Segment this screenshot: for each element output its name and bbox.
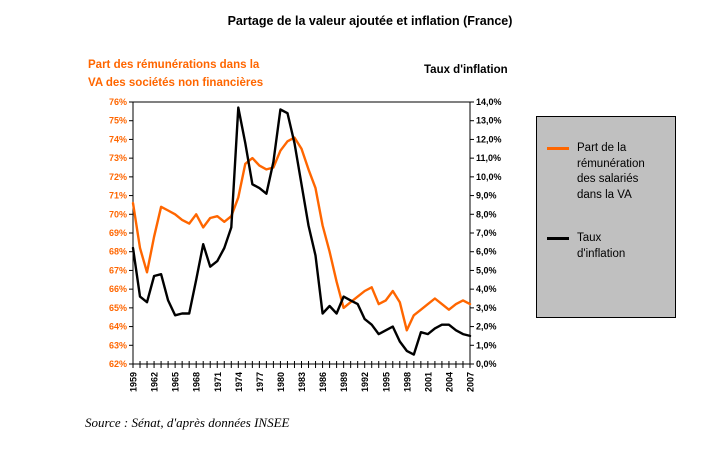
legend-item-inflation: Taux d'inflation: [547, 231, 665, 262]
legend-label-wage-share: Part de la rémunération des salariés dan…: [577, 142, 645, 201]
svg-text:66%: 66%: [109, 284, 127, 294]
svg-text:1986: 1986: [318, 372, 328, 392]
svg-text:7,0%: 7,0%: [476, 228, 497, 238]
svg-text:1959: 1959: [129, 372, 139, 392]
svg-text:14,0%: 14,0%: [476, 97, 502, 107]
chart-svg: 62% 63% 64% 65% 66% 67% 68% 69% 70% 71% 72% 73% 74% 7…: [109, 97, 502, 392]
svg-text:1968: 1968: [192, 372, 202, 392]
svg-text:2007: 2007: [466, 372, 476, 392]
svg-text:65%: 65%: [109, 303, 127, 313]
svg-text:69%: 69%: [109, 228, 127, 238]
svg-text:71%: 71%: [109, 191, 127, 201]
svg-text:1983: 1983: [297, 372, 307, 392]
inflation-line-swatch: [547, 237, 569, 241]
legend-label-inflation: Taux d'inflation: [577, 232, 626, 260]
wage-share-line-swatch: [547, 147, 569, 150]
svg-text:68%: 68%: [109, 247, 127, 257]
svg-text:5,0%: 5,0%: [476, 265, 497, 275]
svg-text:10,0%: 10,0%: [476, 172, 502, 182]
svg-text:2,0%: 2,0%: [476, 322, 497, 332]
left-axis-title: Part des rémunérations dans la VA des so…: [88, 57, 263, 93]
svg-text:1974: 1974: [234, 372, 244, 392]
svg-text:73%: 73%: [109, 153, 127, 163]
right-axis-title: Taux d'inflation: [424, 64, 508, 76]
svg-text:1962: 1962: [150, 372, 160, 392]
source-note: Source : Sénat, d'après données INSEE: [85, 415, 290, 430]
svg-text:74%: 74%: [109, 134, 127, 144]
left-axis-title-line1: Part des rémunérations dans la: [88, 59, 260, 71]
svg-text:3,0%: 3,0%: [476, 303, 497, 313]
svg-text:6,0%: 6,0%: [476, 247, 497, 257]
svg-text:4,0%: 4,0%: [476, 284, 497, 294]
svg-text:67%: 67%: [109, 265, 127, 275]
svg-text:1995: 1995: [381, 372, 391, 392]
svg-text:11,0%: 11,0%: [476, 153, 501, 163]
svg-text:76%: 76%: [109, 97, 127, 107]
svg-text:72%: 72%: [109, 172, 127, 182]
svg-text:62%: 62%: [109, 359, 127, 369]
inflation-line: [131, 106, 472, 356]
svg-text:75%: 75%: [109, 116, 127, 126]
svg-text:13,0%: 13,0%: [476, 116, 502, 126]
svg-text:70%: 70%: [109, 209, 127, 219]
svg-text:1989: 1989: [339, 372, 349, 392]
chart-title: Partage de la valeur ajoutée et inflatio…: [227, 14, 513, 28]
svg-text:1965: 1965: [171, 372, 181, 392]
svg-text:1980: 1980: [276, 372, 286, 392]
svg-text:8,0%: 8,0%: [476, 209, 497, 219]
svg-text:1971: 1971: [213, 372, 223, 392]
svg-text:64%: 64%: [109, 322, 127, 332]
left-axis-title-line2: VA des sociétés non financières: [88, 76, 264, 89]
svg-text:1,0%: 1,0%: [476, 340, 497, 350]
svg-text:9,0%: 9,0%: [476, 191, 497, 201]
svg-text:2001: 2001: [423, 372, 433, 392]
svg-text:1977: 1977: [255, 372, 265, 392]
wage-share-line: [131, 136, 472, 332]
svg-text:0,0%: 0,0%: [476, 359, 497, 369]
svg-text:12,0%: 12,0%: [476, 134, 502, 144]
legend: Part de la rémunération des salariés dan…: [536, 116, 676, 318]
svg-text:2004: 2004: [444, 372, 454, 392]
svg-text:63%: 63%: [109, 340, 127, 350]
legend-item-wage-share: Part de la rémunération des salariés dan…: [547, 141, 665, 203]
svg-text:1998: 1998: [402, 372, 412, 392]
svg-text:1992: 1992: [360, 372, 370, 392]
